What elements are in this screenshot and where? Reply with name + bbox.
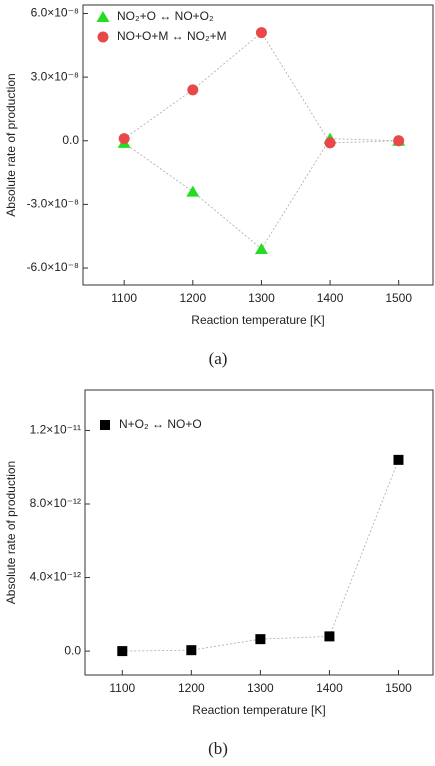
y-tick-label: -6.0×10⁻⁸ xyxy=(27,260,79,274)
x-tick-label: 1500 xyxy=(385,681,412,695)
marker xyxy=(97,31,109,43)
plot-frame xyxy=(84,389,434,676)
marker xyxy=(96,11,110,22)
x-axis-label: Reaction temperature [K] xyxy=(192,703,325,717)
marker xyxy=(118,133,130,145)
y-tick-label: -3.0×10⁻⁸ xyxy=(27,197,79,211)
legend-label: N+O₂ ↔ NO+O xyxy=(119,417,202,431)
y-tick-label: 6.0×10⁻⁸ xyxy=(31,6,79,20)
marker xyxy=(254,242,268,254)
marker xyxy=(117,646,128,657)
x-tick-label: 1200 xyxy=(178,681,205,695)
y-axis-label: Absolute rate of production xyxy=(4,73,18,216)
series-line xyxy=(123,31,399,144)
y-tick-label: 1.2×10⁻¹¹ xyxy=(30,423,81,437)
x-tick-label: 1400 xyxy=(316,681,343,695)
marker xyxy=(186,645,197,656)
legend-label: NO₂+O ↔ NO+O₂ xyxy=(117,9,214,23)
x-tick-label: 1400 xyxy=(317,291,344,305)
marker xyxy=(255,27,267,39)
marker xyxy=(255,634,266,645)
marker xyxy=(393,454,404,465)
series-line xyxy=(123,138,399,250)
marker xyxy=(186,185,200,197)
x-tick-label: 1300 xyxy=(247,681,274,695)
y-tick-label: 4.0×10⁻¹² xyxy=(30,570,81,584)
y-tick-label: 8.0×10⁻¹² xyxy=(30,496,81,510)
marker xyxy=(324,631,335,642)
x-tick-label: 1100 xyxy=(111,291,137,305)
y-axis-label: Absolute rate of production xyxy=(4,461,18,604)
marker xyxy=(324,137,336,149)
x-tick-label: 1200 xyxy=(179,291,206,305)
x-tick-label: 1300 xyxy=(248,291,275,305)
x-tick-label: 1100 xyxy=(109,681,135,695)
x-tick-label: 1500 xyxy=(385,291,412,305)
plot-frame xyxy=(82,4,434,286)
series-line xyxy=(122,459,399,652)
caption: (a) xyxy=(209,349,228,368)
marker xyxy=(393,135,405,147)
y-tick-label: 0.0 xyxy=(64,643,81,657)
x-axis-label: Reaction temperature [K] xyxy=(191,313,324,327)
marker xyxy=(187,84,199,96)
legend-label: NO+O+M ↔ NO₂+M xyxy=(117,29,227,43)
y-tick-label: 0.0 xyxy=(62,133,79,147)
marker xyxy=(100,420,110,430)
y-tick-label: 3.0×10⁻⁸ xyxy=(31,69,79,83)
caption: (b) xyxy=(208,739,228,758)
